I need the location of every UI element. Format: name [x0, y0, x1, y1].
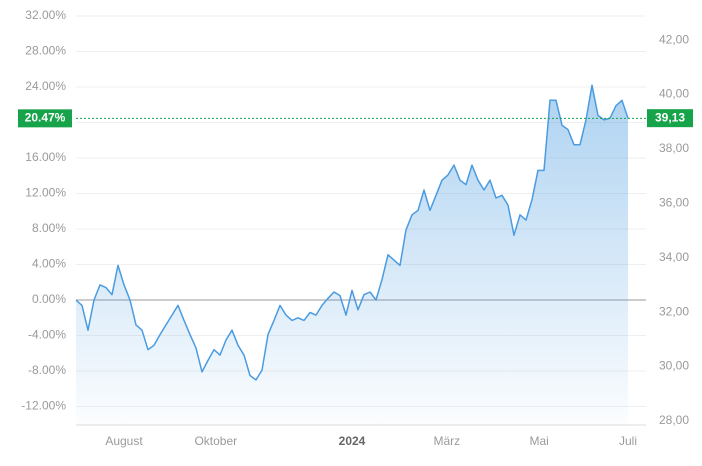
y-tick-label: -8.00% — [28, 363, 66, 377]
x-tick-label: Mai — [530, 434, 549, 448]
price-line — [75, 84, 629, 381]
area-fill — [76, 85, 628, 425]
y-tick-label: 24.00% — [25, 79, 66, 93]
y2-tick-label: 34,00 — [659, 250, 689, 264]
y-tick-label: 32.00% — [25, 8, 66, 22]
current-label: 20.47% — [25, 111, 66, 125]
x-tick-label: März — [433, 434, 460, 448]
current-badge — [18, 109, 72, 128]
y2-tick-label: 38,00 — [659, 141, 689, 155]
y-tick-label: 8.00% — [32, 221, 66, 235]
y2-tick-label: 40,00 — [659, 87, 689, 101]
x-tick-label: August — [105, 434, 143, 448]
y2-tick-label: 36,00 — [659, 195, 689, 209]
y2-tick-label: 42,00 — [659, 32, 689, 46]
y-tick-label: 28.00% — [25, 44, 66, 58]
y-tick-label: 16.00% — [25, 150, 66, 164]
x-tick-label: 2024 — [339, 434, 366, 448]
x-tick-label: Juli — [619, 434, 637, 448]
price-label: 39,13 — [655, 110, 685, 124]
x-tick-label: Oktober — [194, 434, 237, 448]
y-tick-label: 12.00% — [25, 186, 66, 200]
y-tick-label: -12.00% — [21, 399, 66, 413]
y-tick-label: 0.00% — [32, 292, 66, 306]
y-tick-label: 4.00% — [32, 257, 66, 271]
price-badge — [647, 109, 693, 128]
y2-tick-label: 30,00 — [659, 359, 689, 373]
y2-tick-label: 32,00 — [659, 304, 689, 318]
y2-tick-label: 28,00 — [659, 413, 689, 427]
y-tick-label: -4.00% — [28, 328, 66, 342]
